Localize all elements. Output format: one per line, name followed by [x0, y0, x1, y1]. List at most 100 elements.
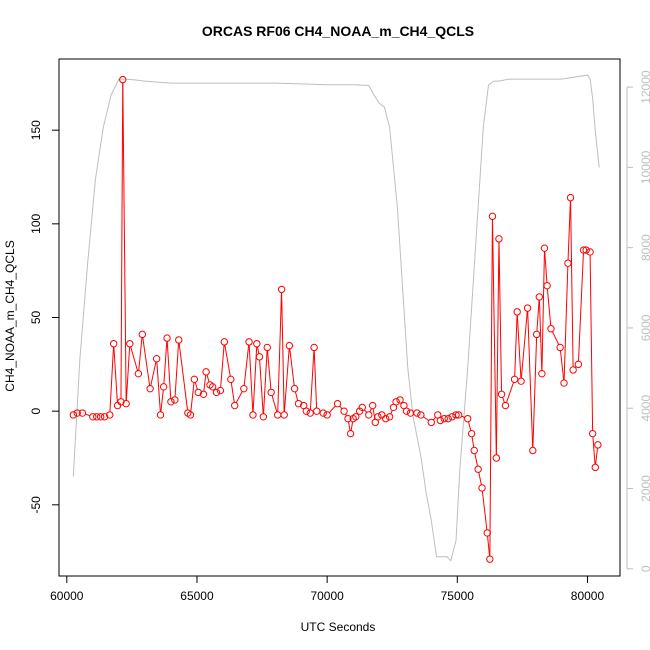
- primary-series-point: [594, 441, 602, 449]
- primary-series-point: [69, 411, 78, 419]
- primary-series-segment: [122, 82, 127, 401]
- primary-series-segment: [495, 242, 500, 455]
- primary-series-point: [368, 401, 377, 410]
- primary-series-segment: [281, 292, 285, 412]
- primary-series-segment: [481, 491, 488, 530]
- y-tick-label: 150: [29, 120, 43, 140]
- primary-series-point: [199, 390, 208, 399]
- primary-series-point: [323, 411, 331, 419]
- primary-series-point: [517, 377, 525, 385]
- primary-series-point: [313, 407, 321, 415]
- primary-series-point: [467, 429, 476, 438]
- y2-tick-label: 2000: [639, 475, 650, 502]
- primary-series-point: [277, 285, 286, 294]
- primary-series-point: [470, 446, 478, 455]
- primary-series-point: [340, 407, 348, 415]
- primary-series-segment: [220, 345, 225, 388]
- primary-series-segment: [339, 405, 343, 410]
- primary-series-point: [186, 411, 195, 419]
- primary-series-point: [134, 369, 143, 378]
- primary-series-segment: [461, 415, 465, 418]
- primary-series-point: [440, 414, 448, 423]
- primary-series-point: [574, 360, 583, 369]
- primary-series-point: [73, 409, 81, 417]
- primary-series-point: [464, 414, 472, 423]
- primary-series-point: [483, 529, 491, 537]
- primary-series-segment: [563, 266, 569, 380]
- primary-series-segment: [328, 405, 336, 413]
- y-axis-label: CH4_NOAA_m_CH4_QCLS: [3, 240, 17, 391]
- primary-series-point: [113, 401, 122, 410]
- primary-series-point: [93, 413, 101, 421]
- primary-series-segment: [206, 374, 210, 383]
- primary-series-point: [488, 212, 497, 221]
- primary-series-segment: [595, 447, 599, 465]
- primary-series-point: [253, 340, 261, 348]
- primary-series-point: [556, 343, 564, 352]
- primary-series-point: [501, 401, 510, 410]
- primary-series-point: [560, 379, 568, 387]
- x-tick-label: 60000: [50, 589, 84, 603]
- primary-series-segment: [289, 348, 295, 386]
- primary-series-point: [319, 409, 327, 417]
- primary-series-point: [202, 368, 210, 376]
- primary-series-segment: [313, 350, 318, 408]
- primary-series-point: [352, 413, 360, 421]
- x-tick-label: 75000: [441, 589, 475, 603]
- primary-series-point: [486, 555, 494, 563]
- x-axis: 60000 65000 70000 75000 80000: [50, 576, 604, 603]
- primary-series-segment: [174, 343, 180, 397]
- primary-series-point: [579, 246, 588, 254]
- primary-series-point: [538, 369, 546, 378]
- y2-tick-label: 12000: [639, 70, 650, 104]
- y-tick-label: 0: [29, 408, 43, 415]
- x-tick-label: 70000: [310, 589, 344, 603]
- primary-series-point: [175, 336, 183, 344]
- primary-series-segment: [423, 416, 429, 421]
- primary-series-point: [452, 411, 460, 419]
- primary-series-point: [167, 398, 175, 406]
- primary-series-segment: [309, 350, 315, 410]
- primary-series-segment: [544, 251, 548, 283]
- primary-series-point: [159, 383, 168, 391]
- primary-series-segment: [516, 315, 522, 379]
- primary-series-segment: [541, 251, 545, 371]
- y-tick-label: 100: [29, 214, 43, 234]
- primary-series-segment: [536, 300, 540, 332]
- primary-series-segment: [283, 348, 290, 412]
- plot-frame: [58, 58, 621, 577]
- primary-series-point: [540, 244, 549, 252]
- primary-series-point: [280, 411, 288, 419]
- primary-series-point: [344, 414, 352, 423]
- primary-series-point: [382, 414, 390, 423]
- primary-series-segment: [506, 382, 514, 403]
- primary-series-point: [402, 407, 411, 415]
- y2-tick-label: 0: [639, 565, 650, 572]
- primary-series-segment: [559, 350, 565, 380]
- y2-tick-label: 4000: [639, 395, 650, 422]
- y2-tick-label: 8000: [639, 234, 650, 261]
- primary-series-point: [396, 396, 404, 404]
- primary-series-segment: [532, 337, 538, 448]
- primary-series-point: [378, 411, 386, 419]
- x-tick-label: 65000: [180, 589, 214, 603]
- primary-series-point: [152, 355, 161, 363]
- y-axis: -50 0 50 100 150: [29, 120, 59, 514]
- x-tick-label: 80000: [571, 589, 605, 603]
- primary-series-point: [171, 396, 179, 404]
- primary-series-point: [231, 401, 239, 410]
- primary-series-point: [474, 465, 482, 473]
- primary-series-segment: [203, 374, 207, 392]
- primary-series-point: [96, 413, 105, 421]
- primary-series-point: [566, 193, 575, 202]
- primary-series-point: [310, 343, 318, 352]
- y-tick-label: -50: [29, 496, 43, 514]
- primary-series-segment: [489, 219, 493, 556]
- primary-series-segment: [271, 395, 278, 412]
- primary-series-segment: [350, 421, 354, 431]
- primary-series-segment: [130, 346, 138, 371]
- primary-series-segment: [348, 421, 351, 431]
- primary-series-point: [495, 235, 503, 243]
- secondary-series-line: [72, 74, 600, 562]
